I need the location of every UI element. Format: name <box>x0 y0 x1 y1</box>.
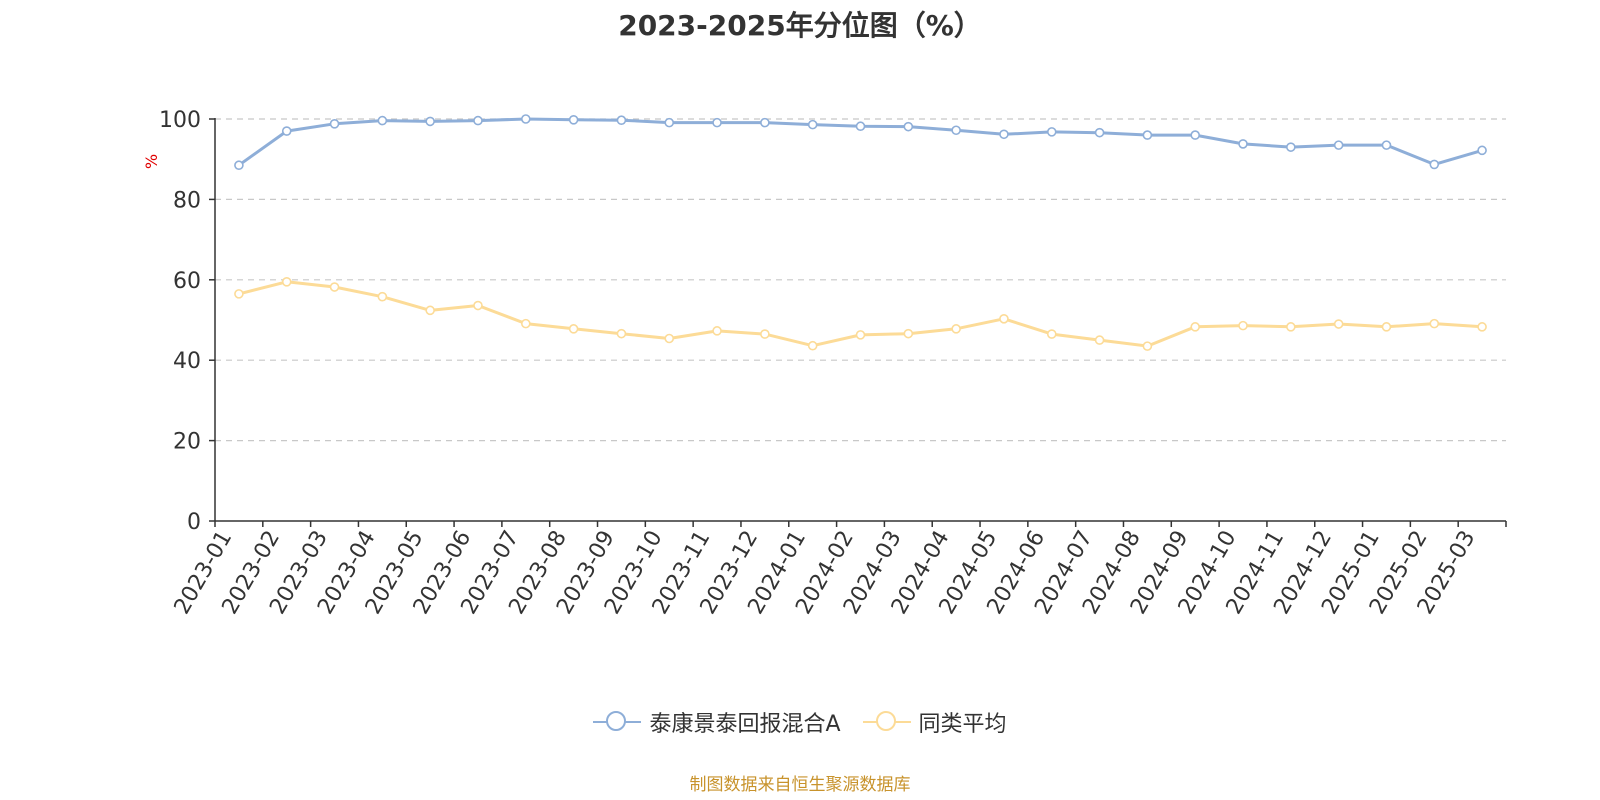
series-lines <box>234 114 1487 351</box>
data-point <box>1286 322 1296 332</box>
y-tick-label: 60 <box>173 269 201 294</box>
data-point <box>760 117 770 128</box>
data-point <box>377 291 388 302</box>
data-point <box>1046 329 1057 339</box>
x-tick-labels: 2023-012023-022023-032023-042023-052023-… <box>170 527 1481 619</box>
legend: 泰康景泰回报混合A 同类平均 <box>0 706 1600 738</box>
data-point <box>234 160 244 171</box>
data-point <box>1477 145 1487 156</box>
data-point <box>999 313 1009 324</box>
data-point <box>568 324 579 334</box>
gridlines <box>215 118 1506 442</box>
data-point <box>664 117 675 128</box>
data-point <box>712 326 722 336</box>
data-point <box>1238 139 1248 149</box>
legend-item-fund[interactable]: 泰康景泰回报混合A <box>593 706 841 738</box>
data-point <box>1477 322 1487 332</box>
data-point <box>999 129 1009 140</box>
axes <box>209 118 1507 527</box>
data-point <box>616 328 627 339</box>
data-point <box>1333 140 1344 150</box>
y-tick-label: 80 <box>173 188 201 213</box>
data-point <box>855 330 866 340</box>
data-point <box>664 333 675 344</box>
data-point <box>425 305 435 316</box>
data-point <box>1142 341 1153 351</box>
legend-marker-fund <box>593 710 642 734</box>
legend-marker-average <box>862 710 911 734</box>
data-point <box>1381 322 1392 332</box>
data-point <box>473 115 483 126</box>
data-point <box>855 121 866 132</box>
line-chart: 0 20 40 60 80 100 2023-012023-022023-032023-0… <box>159 108 1507 619</box>
y-tick-label: 0 <box>187 510 201 535</box>
data-point <box>281 126 292 136</box>
data-point <box>1429 318 1440 329</box>
data-point <box>1190 130 1201 140</box>
data-point <box>1190 322 1201 332</box>
data-point <box>807 119 818 130</box>
data-point <box>473 300 483 311</box>
legend-item-average[interactable]: 同类平均 <box>862 706 1007 738</box>
data-point <box>903 121 914 132</box>
data-point <box>520 318 531 329</box>
data-point <box>1286 142 1296 152</box>
data-point <box>712 117 722 128</box>
data-point <box>425 116 435 127</box>
data-point <box>234 289 244 299</box>
data-point <box>568 115 579 125</box>
data-point <box>281 277 292 287</box>
data-point <box>1046 127 1057 137</box>
data-point <box>807 340 818 351</box>
data-point <box>329 119 340 129</box>
data-point <box>1381 140 1392 150</box>
data-point <box>951 324 961 334</box>
legend-label-average: 同类平均 <box>918 712 1007 737</box>
data-point <box>1094 335 1105 345</box>
data-source-note: 制图数据来自恒生聚源数据库 <box>689 775 911 795</box>
data-point <box>520 114 531 124</box>
y-tick-label: 20 <box>173 430 201 455</box>
data-point <box>377 115 388 126</box>
data-point <box>1429 159 1440 170</box>
data-point <box>1094 127 1105 138</box>
data-point <box>760 329 770 339</box>
y-tick-label: 100 <box>159 108 201 133</box>
data-point <box>616 115 627 126</box>
data-point <box>1238 320 1248 331</box>
data-point <box>951 125 961 136</box>
data-point <box>1142 130 1153 140</box>
y-tick-label: 40 <box>173 349 201 374</box>
y-tick-labels: 0 20 40 60 80 100 <box>159 108 201 535</box>
data-point <box>1333 319 1344 329</box>
legend-label-fund: 泰康景泰回报混合A <box>649 712 841 737</box>
data-point <box>903 328 914 339</box>
chart-title: 2023-2025年分位图（%） <box>618 9 982 42</box>
data-point <box>329 282 340 292</box>
